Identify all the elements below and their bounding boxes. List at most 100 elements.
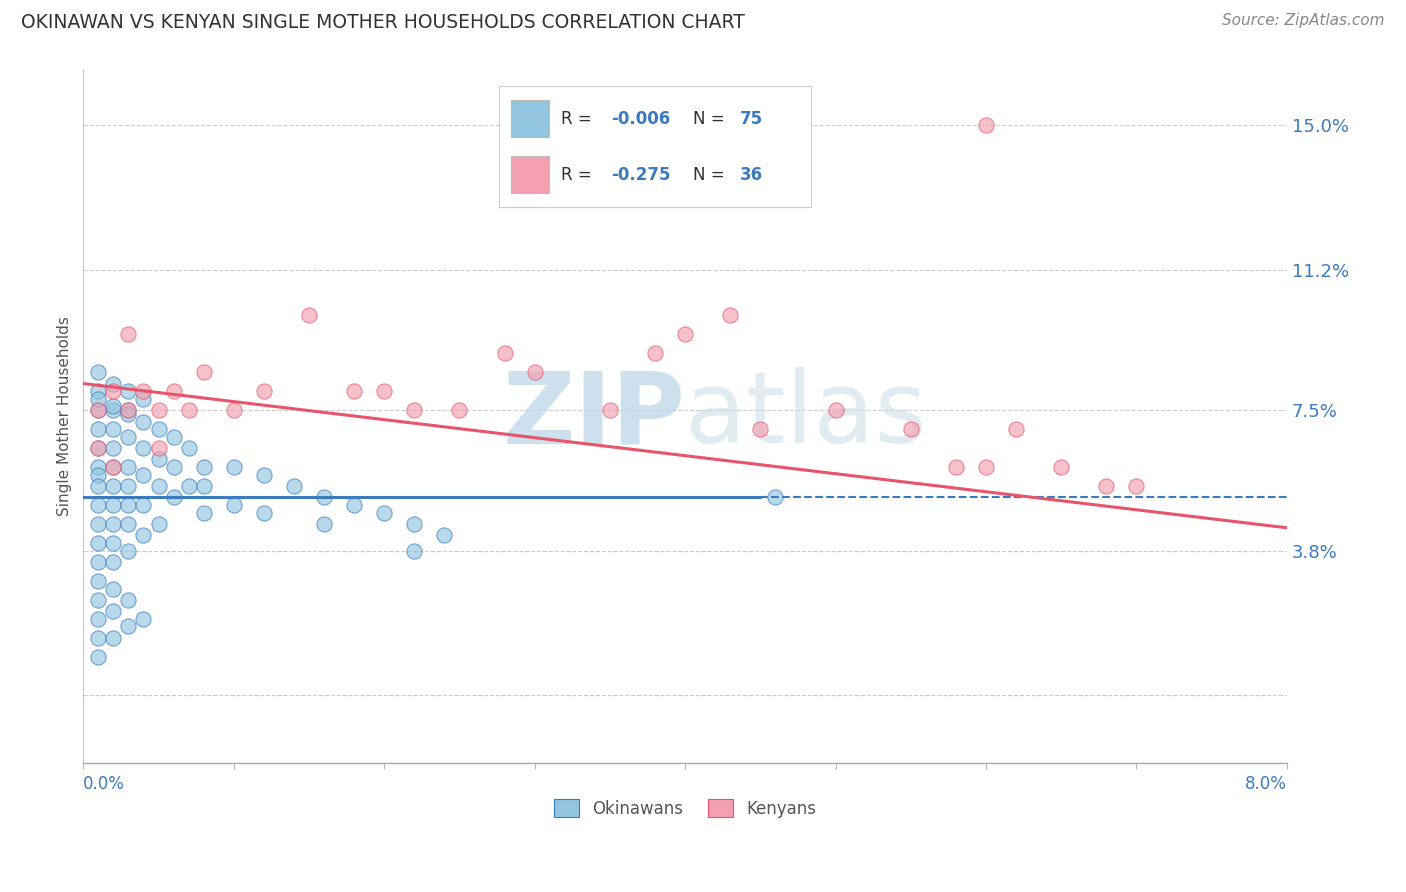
- Point: [87, 612, 110, 626]
- Point: [87, 384, 110, 399]
- Y-axis label: Single Mother Households: Single Mother Households: [58, 316, 72, 516]
- Point: [103, 516, 125, 531]
- Point: [1095, 479, 1118, 493]
- Point: [117, 430, 139, 444]
- Point: [103, 604, 125, 618]
- Point: [343, 498, 366, 512]
- Point: [117, 460, 139, 475]
- Point: [162, 384, 184, 399]
- Point: [494, 346, 516, 360]
- Point: [87, 403, 110, 417]
- Point: [87, 593, 110, 607]
- Point: [824, 403, 846, 417]
- Point: [87, 479, 110, 493]
- Point: [117, 593, 139, 607]
- Point: [87, 516, 110, 531]
- Point: [87, 441, 110, 455]
- Legend: Okinawans, Kenyans: Okinawans, Kenyans: [547, 793, 823, 824]
- Point: [87, 574, 110, 588]
- Point: [103, 460, 125, 475]
- Point: [117, 498, 139, 512]
- Point: [148, 479, 170, 493]
- Point: [87, 498, 110, 512]
- Point: [673, 175, 696, 189]
- Point: [103, 441, 125, 455]
- Point: [117, 543, 139, 558]
- Point: [103, 536, 125, 550]
- Point: [162, 460, 184, 475]
- Point: [103, 479, 125, 493]
- Text: 8.0%: 8.0%: [1244, 774, 1286, 792]
- Point: [945, 460, 967, 475]
- Point: [974, 119, 997, 133]
- Point: [718, 308, 741, 322]
- Point: [103, 555, 125, 569]
- Point: [87, 467, 110, 482]
- Point: [404, 543, 426, 558]
- Point: [132, 384, 155, 399]
- Point: [132, 498, 155, 512]
- Point: [117, 384, 139, 399]
- Point: [148, 516, 170, 531]
- Point: [132, 612, 155, 626]
- Point: [148, 452, 170, 467]
- Point: [404, 403, 426, 417]
- Point: [87, 403, 110, 417]
- Point: [177, 479, 200, 493]
- Point: [162, 430, 184, 444]
- Point: [177, 441, 200, 455]
- Point: [253, 506, 276, 520]
- Point: [132, 392, 155, 406]
- Point: [974, 460, 997, 475]
- Point: [87, 422, 110, 436]
- Point: [1125, 479, 1147, 493]
- Point: [148, 403, 170, 417]
- Point: [117, 327, 139, 342]
- Point: [253, 384, 276, 399]
- Point: [132, 467, 155, 482]
- Point: [117, 516, 139, 531]
- Point: [749, 422, 772, 436]
- Point: [177, 403, 200, 417]
- Point: [103, 400, 125, 414]
- Point: [87, 631, 110, 645]
- Point: [763, 491, 786, 505]
- Point: [312, 516, 335, 531]
- Text: ZIP: ZIP: [502, 368, 685, 465]
- Point: [222, 403, 245, 417]
- Point: [312, 491, 335, 505]
- Point: [103, 384, 125, 399]
- Point: [283, 479, 305, 493]
- Point: [449, 403, 471, 417]
- Point: [87, 365, 110, 379]
- Point: [132, 415, 155, 429]
- Point: [87, 392, 110, 406]
- Point: [117, 403, 139, 417]
- Point: [404, 516, 426, 531]
- Point: [523, 365, 546, 379]
- Text: atlas: atlas: [685, 368, 927, 465]
- Point: [132, 528, 155, 542]
- Point: [193, 460, 215, 475]
- Point: [103, 631, 125, 645]
- Point: [87, 536, 110, 550]
- Point: [103, 460, 125, 475]
- Point: [87, 555, 110, 569]
- Point: [222, 460, 245, 475]
- Point: [148, 441, 170, 455]
- Point: [87, 460, 110, 475]
- Point: [103, 376, 125, 391]
- Text: OKINAWAN VS KENYAN SINGLE MOTHER HOUSEHOLDS CORRELATION CHART: OKINAWAN VS KENYAN SINGLE MOTHER HOUSEHO…: [21, 13, 745, 32]
- Point: [644, 346, 666, 360]
- Text: 0.0%: 0.0%: [83, 774, 125, 792]
- Point: [193, 506, 215, 520]
- Point: [373, 384, 395, 399]
- Point: [373, 506, 395, 520]
- Point: [117, 403, 139, 417]
- Point: [343, 384, 366, 399]
- Point: [222, 498, 245, 512]
- Point: [132, 441, 155, 455]
- Point: [1005, 422, 1028, 436]
- Point: [117, 407, 139, 421]
- Point: [148, 422, 170, 436]
